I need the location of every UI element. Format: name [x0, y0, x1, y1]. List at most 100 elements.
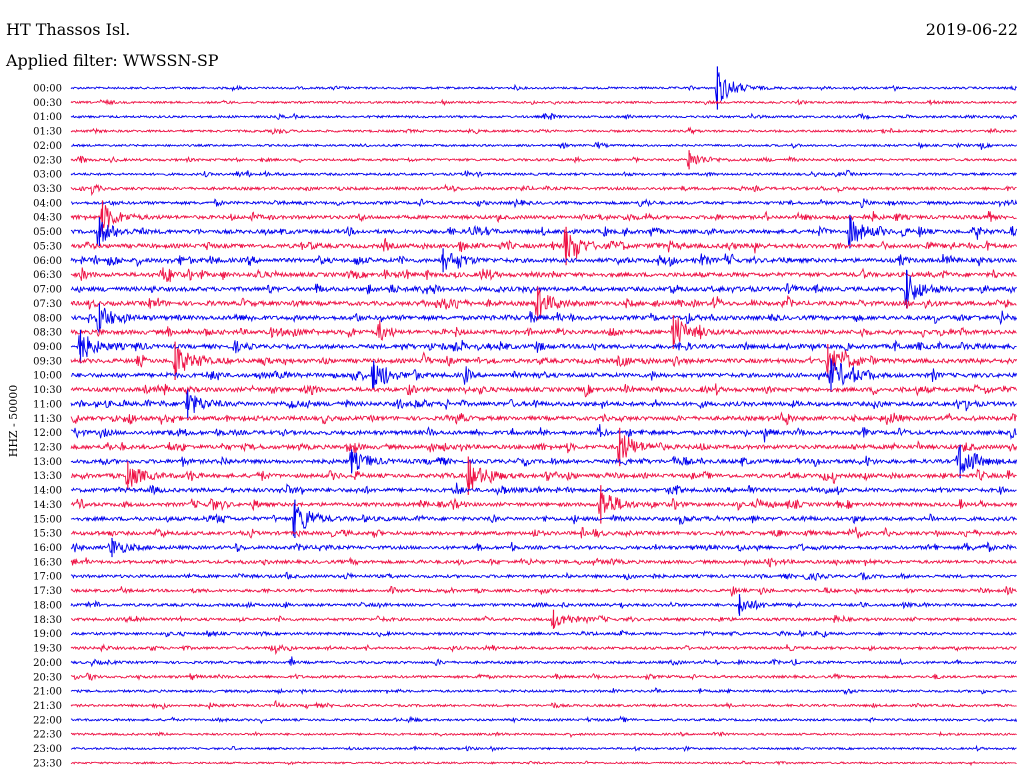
- row-time-label: 11:30: [33, 414, 62, 425]
- trace-row-1200: [70, 424, 1017, 443]
- trace-row-1530: [70, 526, 1017, 539]
- trace-row-2130: [70, 699, 1017, 711]
- trace-row-1130: [70, 411, 1017, 426]
- trace-row-2100: [70, 687, 1017, 696]
- trace-row-1300: [70, 446, 1018, 473]
- row-time-label: 14:00: [33, 486, 62, 497]
- trace-row-0200: [70, 141, 1017, 150]
- row-time-label: 00:00: [33, 84, 62, 95]
- row-time-label: 18:00: [33, 600, 62, 611]
- trace-row-0030: [70, 98, 1017, 107]
- row-time-label: 20:30: [33, 672, 62, 683]
- trace-row-0630: [70, 267, 1017, 283]
- trace-row-1500: [70, 503, 1017, 537]
- trace-row-0730: [70, 289, 1017, 317]
- trace-row-1400: [70, 482, 1017, 496]
- trace-row-1930: [70, 643, 1017, 656]
- trace-row-2300: [70, 744, 1017, 753]
- row-time-label: 02:00: [33, 141, 62, 152]
- row-time-label: 12:00: [33, 428, 62, 439]
- trace-row-0330: [70, 183, 1017, 197]
- row-time-label: 04:00: [33, 198, 62, 209]
- row-time-label: 11:00: [33, 399, 62, 410]
- trace-row-1600: [70, 540, 1017, 554]
- trace-row-2200: [70, 715, 1018, 725]
- trace-row-0800: [71, 307, 1018, 335]
- trace-row-2030: [70, 672, 1017, 682]
- trace-row-1900: [70, 629, 1017, 639]
- row-time-label: 14:30: [33, 500, 62, 511]
- station-title: HT Thassos Isl.: [6, 20, 131, 39]
- row-time-label: 17:30: [33, 586, 62, 597]
- trace-row-1100: [70, 392, 1017, 414]
- row-time-label: 01:00: [33, 112, 62, 123]
- row-time-label: 22:30: [33, 730, 62, 741]
- row-time-label: 05:30: [33, 241, 62, 252]
- row-time-label: 23:00: [33, 744, 62, 755]
- row-time-label: 09:00: [33, 342, 62, 353]
- date-label: 2019-06-22: [925, 20, 1018, 39]
- row-time-label: 08:30: [33, 328, 62, 339]
- row-time-label: 06:30: [33, 270, 62, 281]
- trace-row-1800: [70, 597, 1017, 614]
- row-time-label: 04:30: [33, 213, 62, 224]
- row-time-label: 13:30: [33, 471, 62, 482]
- trace-row-0400: [70, 198, 1018, 209]
- filter-label: Applied filter: WWSSN-SP: [6, 51, 219, 70]
- trace-row-1730: [70, 585, 1017, 597]
- row-time-label: 12:30: [33, 443, 62, 454]
- row-time-label: 18:30: [33, 615, 62, 626]
- row-time-label: 19:00: [33, 629, 62, 640]
- row-time-label: 21:00: [33, 687, 62, 698]
- row-time-label: 16:30: [33, 557, 62, 568]
- row-time-label: 21:30: [33, 701, 62, 712]
- row-time-label: 20:00: [33, 658, 62, 669]
- row-time-label: 02:30: [33, 155, 62, 166]
- trace-row-2330: [70, 760, 1017, 767]
- trace-row-1000: [70, 360, 1018, 389]
- row-time-label: 01:30: [33, 127, 62, 138]
- trace-row-0430: [70, 205, 1017, 232]
- row-time-label: 19:30: [33, 644, 62, 655]
- row-time-label: 03:30: [33, 184, 62, 195]
- trace-row-0230: [70, 152, 1017, 167]
- trace-row-2230: [70, 730, 1017, 739]
- trace-row-0530: [70, 229, 1018, 261]
- trace-row-0500: [70, 217, 1018, 246]
- trace-row-0300: [70, 169, 1017, 179]
- trace-row-1430: [70, 492, 1018, 514]
- trace-row-1030: [70, 383, 1018, 398]
- row-time-label: 07:00: [33, 285, 62, 296]
- row-time-label: 10:30: [33, 385, 62, 396]
- row-time-label: 17:00: [33, 572, 62, 583]
- trace-row-0930: [70, 347, 1018, 375]
- row-time-label: 23:30: [33, 758, 62, 769]
- row-time-label: 07:30: [33, 299, 62, 310]
- row-time-label: 13:00: [33, 457, 62, 468]
- row-time-label: 16:00: [33, 543, 62, 554]
- trace-row-0100: [70, 112, 1018, 121]
- row-time-label: 08:00: [33, 313, 62, 324]
- trace-row-0900: [70, 335, 1017, 358]
- row-time-label: 10:00: [33, 371, 62, 382]
- row-time-label: 06:00: [33, 256, 62, 267]
- row-time-label: 00:30: [33, 98, 62, 109]
- trace-row-0700: [70, 270, 1017, 306]
- trace-row-1630: [70, 556, 1017, 568]
- trace-row-1830: [70, 614, 1017, 629]
- trace-row-2000: [70, 656, 1017, 668]
- row-time-label: 22:00: [33, 715, 62, 726]
- row-time-labels: 00:00 00:30 01:00 01:30 02:00 02:30 03:00 03:30…: [33, 84, 62, 770]
- row-time-label: 05:00: [33, 227, 62, 238]
- seismic-traces: [70, 66, 1018, 767]
- trace-row-1700: [70, 571, 1017, 582]
- row-time-label: 15:30: [33, 529, 62, 540]
- trace-row-1230: [70, 435, 1018, 462]
- trace-row-0830: [70, 317, 1017, 345]
- trace-row-0000: [70, 72, 1017, 102]
- trace-row-0130: [70, 126, 1017, 135]
- row-time-label: 03:00: [33, 170, 62, 181]
- trace-row-0600: [70, 252, 1017, 270]
- row-time-label: 09:30: [33, 356, 62, 367]
